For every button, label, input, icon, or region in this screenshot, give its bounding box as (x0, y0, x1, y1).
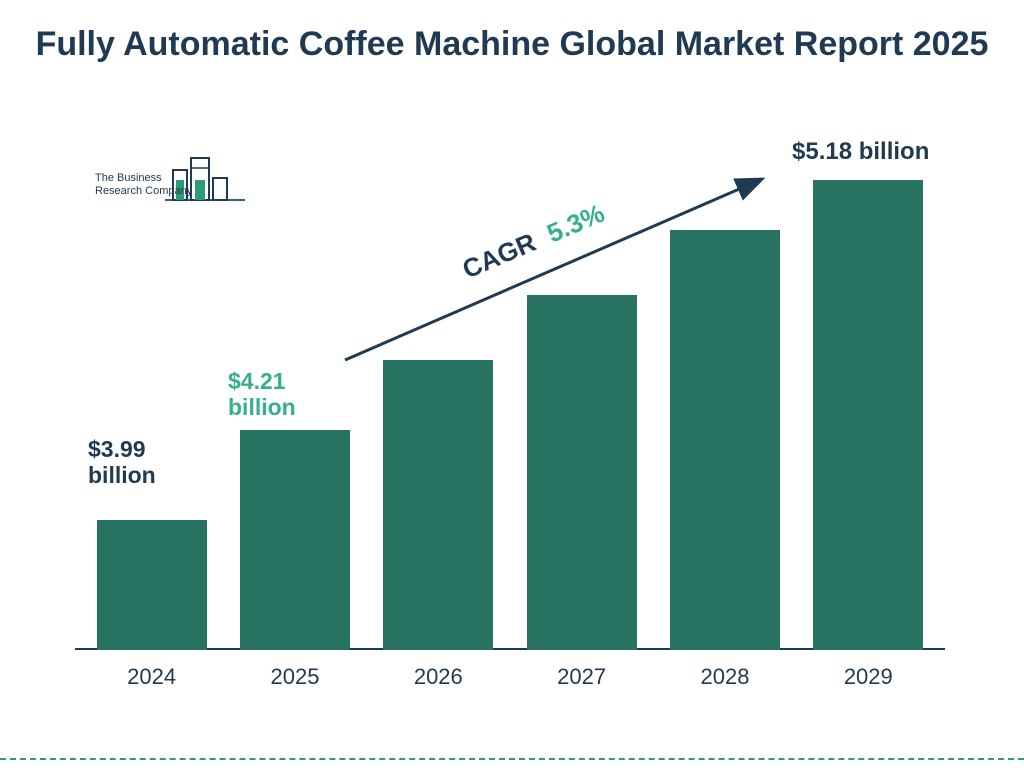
xlabel: 2027 (527, 664, 637, 690)
value-label-2025: $4.21 billion (228, 368, 338, 421)
xlabel: 2029 (813, 664, 923, 690)
bottom-divider (0, 758, 1024, 760)
value-label-2029: $5.18 billion (792, 138, 972, 166)
chart-area: 2024 2025 2026 2027 2028 2029 (80, 150, 940, 690)
x-axis-labels: 2024 2025 2026 2027 2028 2029 (80, 664, 940, 690)
xlabel: 2026 (383, 664, 493, 690)
bar-2027 (527, 295, 637, 650)
bar-rect (527, 295, 637, 650)
bar-2029 (813, 180, 923, 650)
bar-2026 (383, 360, 493, 650)
xlabel: 2024 (97, 664, 207, 690)
xlabel: 2025 (240, 664, 350, 690)
bar-rect (813, 180, 923, 650)
bar-rect (97, 520, 207, 650)
bar-rect (240, 430, 350, 650)
chart-container: Fully Automatic Coffee Machine Global Ma… (0, 0, 1024, 768)
bar-rect (670, 230, 780, 650)
bar-2028 (670, 230, 780, 650)
bars-group (80, 150, 940, 650)
value-label-2024: $3.99 billion (88, 436, 198, 489)
bar-2025 (240, 430, 350, 650)
bar-rect (383, 360, 493, 650)
bar-2024 (97, 520, 207, 650)
xlabel: 2028 (670, 664, 780, 690)
chart-title: Fully Automatic Coffee Machine Global Ma… (0, 24, 1024, 65)
